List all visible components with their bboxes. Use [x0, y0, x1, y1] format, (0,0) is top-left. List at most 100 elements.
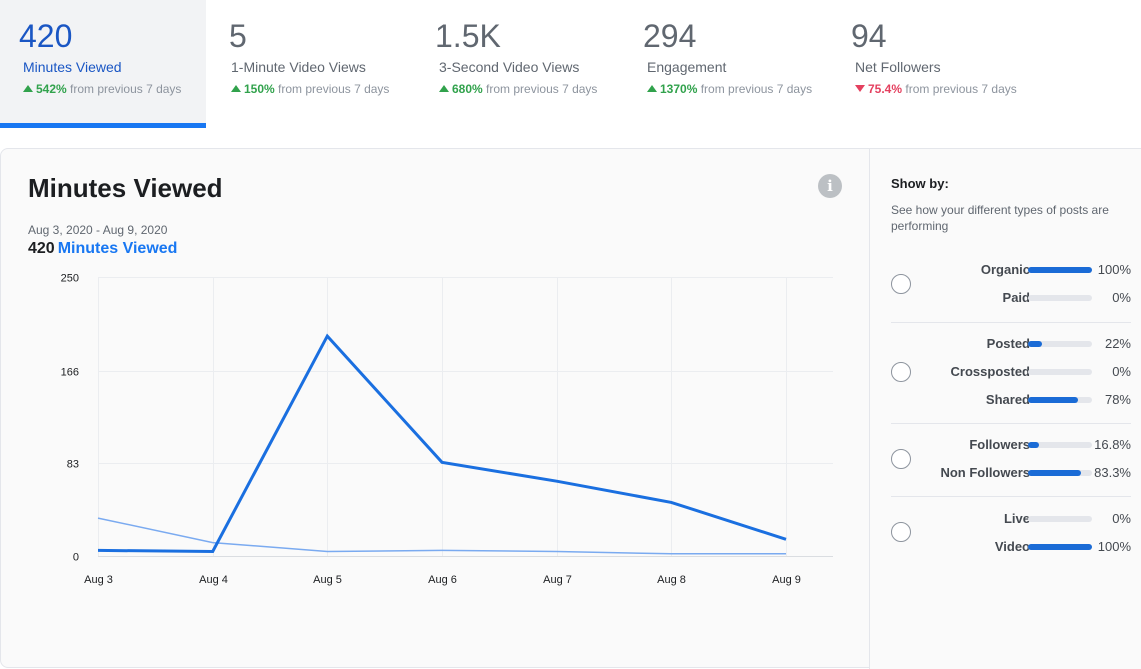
- y-tick-label: 250: [61, 273, 79, 285]
- breakdown-value: 100%: [1097, 539, 1131, 554]
- arrow-down-icon: [855, 85, 865, 92]
- chart-title: Minutes Viewed: [28, 173, 223, 203]
- breakdown-label: Video: [994, 539, 1030, 554]
- breakdown-value: 0%: [1112, 364, 1131, 379]
- breakdown-label: Crossposted: [950, 364, 1030, 379]
- tab-minutes-viewed[interactable]: 420 Minutes Viewed 542% from previous 7 …: [0, 0, 206, 128]
- series-line-1: [97, 333, 787, 554]
- breakdown-bar-fill: [1028, 544, 1092, 550]
- tab-value: 1.5K: [435, 18, 501, 54]
- tab-change: 1370% from previous 7 days: [647, 82, 812, 96]
- breakdown-label: Live: [1003, 511, 1030, 526]
- breakdown-group-live-video: Live 0% Video 100%: [891, 496, 1131, 569]
- breakdown-bar-fill: [1028, 397, 1078, 403]
- breakdown-bar: [1028, 397, 1092, 403]
- tab-change-pct: 680%: [452, 82, 483, 96]
- breakdown-row: Video 100%: [891, 538, 1131, 556]
- breakdown-bar: [1028, 470, 1092, 476]
- tab-change-pct: 75.4%: [868, 82, 903, 96]
- chart-total: 420 Minutes Viewed: [28, 240, 177, 258]
- breakdown-row: Paid 0%: [891, 289, 1131, 307]
- breakdown-group-post-type: Posted 22% Crossposted 0% Shared 78%: [891, 322, 1131, 423]
- x-tick-label: Aug 9: [772, 574, 801, 586]
- tab-change-suffix: from previous 7 days: [70, 82, 182, 96]
- tab-1-minute-video-views[interactable]: 5 1-Minute Video Views 150% from previou…: [208, 0, 414, 128]
- tab-change-pct: 150%: [244, 82, 275, 96]
- breakdown-radio[interactable]: [891, 522, 911, 542]
- breakdown-value: 16.8%: [1094, 437, 1131, 452]
- breakdown-bar: [1028, 295, 1092, 301]
- tab-change-pct: 1370%: [660, 82, 698, 96]
- breakdown-row: Followers 16.8%: [891, 436, 1131, 454]
- breakdown-group-followers: Followers 16.8% Non Followers 83.3%: [891, 423, 1131, 496]
- tab-change: 150% from previous 7 days: [231, 82, 389, 96]
- tab-label: 3-Second Video Views: [439, 59, 580, 75]
- breakdown-value: 78%: [1104, 392, 1131, 407]
- breakdown-value: 22%: [1104, 336, 1131, 351]
- breakdown-bar: [1028, 442, 1092, 448]
- breakdown-bar-fill: [1028, 267, 1092, 273]
- breakdown-label: Posted: [986, 336, 1030, 351]
- breakdown-bar: [1028, 267, 1092, 273]
- metric-tabs: 420 Minutes Viewed 542% from previous 7 …: [0, 0, 1141, 128]
- arrow-up-icon: [439, 85, 449, 92]
- show-by-title: Show by:: [891, 176, 949, 191]
- line-chart: 0 83 166 250 Aug 3 Aug 4 Aug 5 Aug 6 Aug 7 Aug 8 A…: [61, 273, 833, 586]
- chart-card: Minutes Viewed i Aug 3, 2020 - Aug 9, 20…: [0, 148, 1141, 669]
- x-tick-label: Aug 4: [199, 574, 228, 586]
- tab-label: Engagement: [647, 59, 727, 75]
- tab-change-suffix: from previous 7 days: [486, 82, 598, 96]
- breakdown-value: 100%: [1097, 262, 1131, 277]
- breakdown-radio[interactable]: [891, 449, 911, 469]
- x-tick-label: Aug 8: [657, 574, 686, 586]
- series-line-2: [97, 517, 786, 555]
- arrow-up-icon: [647, 85, 657, 92]
- x-tick-label: Aug 6: [428, 574, 457, 586]
- breakdown-label: Paid: [1002, 290, 1030, 305]
- chart-total-value: 420: [28, 240, 55, 257]
- tab-change: 75.4% from previous 7 days: [855, 82, 1017, 96]
- arrow-up-icon: [23, 85, 33, 92]
- breakdown-bar-fill: [1028, 442, 1039, 448]
- breakdown-bar: [1028, 369, 1092, 375]
- breakdown-bar: [1028, 544, 1092, 550]
- tab-3-second-video-views[interactable]: 1.5K 3-Second Video Views 680% from prev…: [416, 0, 622, 128]
- breakdown-row: Posted 22%: [891, 335, 1131, 353]
- breakdown-value: 0%: [1112, 290, 1131, 305]
- tab-change-suffix: from previous 7 days: [905, 82, 1017, 96]
- tab-value: 5: [229, 18, 247, 54]
- breakdown-label: Shared: [985, 392, 1030, 407]
- breakdown-row: Organic 100%: [891, 261, 1131, 279]
- breakdown-label: Followers: [969, 437, 1030, 452]
- breakdown-row: Crossposted 0%: [891, 363, 1131, 381]
- tab-value: 94: [851, 18, 887, 54]
- tab-net-followers[interactable]: 94 Net Followers 75.4% from previous 7 d…: [832, 0, 1038, 128]
- tab-value: 420: [19, 18, 73, 54]
- y-tick-label: 166: [61, 367, 79, 379]
- y-tick-label: 83: [67, 459, 79, 471]
- x-tick-label: Aug 7: [543, 574, 572, 586]
- breakdown-radio[interactable]: [891, 362, 911, 382]
- breakdown-bar-fill: [1028, 470, 1082, 476]
- breakdown-value: 83.3%: [1094, 465, 1131, 480]
- info-icon[interactable]: i: [818, 174, 842, 198]
- show-by-description: See how your different types of posts ar…: [891, 203, 1109, 233]
- breakdown-radio[interactable]: [891, 274, 911, 294]
- tab-change-suffix: from previous 7 days: [700, 82, 813, 96]
- date-range: Aug 3, 2020 - Aug 9, 2020: [28, 223, 168, 237]
- tab-engagement[interactable]: 294 Engagement 1370% from previous 7 day…: [624, 0, 830, 128]
- active-tab-indicator: [0, 123, 206, 128]
- breakdown-bar: [1028, 341, 1092, 347]
- tab-change-pct: 542%: [36, 82, 67, 96]
- tab-change-suffix: from previous 7 days: [278, 82, 390, 96]
- breakdown-label: Non Followers: [940, 465, 1030, 480]
- x-tick-label: Aug 5: [313, 574, 342, 586]
- breakdown-value: 0%: [1112, 511, 1131, 526]
- y-tick-label: 0: [73, 552, 79, 564]
- breakdown-bar: [1028, 516, 1092, 522]
- tab-value: 294: [643, 18, 697, 54]
- breakdown-row: Shared 78%: [891, 391, 1131, 409]
- tab-change: 680% from previous 7 days: [439, 82, 597, 96]
- arrow-up-icon: [231, 85, 241, 92]
- tab-change: 542% from previous 7 days: [23, 82, 181, 96]
